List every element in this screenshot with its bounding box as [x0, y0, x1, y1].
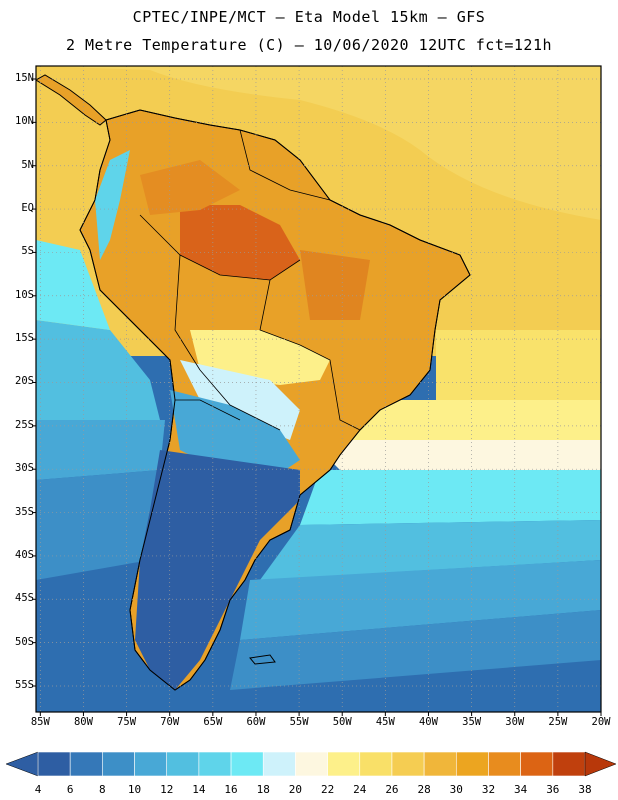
ocean-band-pacific-8 [36, 470, 160, 580]
title-line-2: 2 Metre Temperature (C) – 10/06/2020 12U… [65, 36, 553, 54]
amazon-hot-core [180, 205, 300, 280]
colorbar-label: 22 [320, 783, 335, 796]
colorbar-label: 38 [578, 783, 592, 796]
colorbar-segment [552, 751, 586, 777]
colorbar-segment [327, 751, 361, 777]
colorbar-label: 36 [546, 783, 560, 796]
ocean-band-atlantic-12 [240, 560, 601, 640]
colorbar-segment [359, 751, 393, 777]
colorbar-segment [295, 751, 328, 777]
colorbar-segment [391, 751, 425, 777]
lat-label: 20S [15, 375, 34, 388]
colorbar-low-arrow [5, 751, 39, 777]
colorbar-label: 28 [417, 783, 431, 796]
ocean-band-pacific-10 [36, 420, 165, 480]
colorbar-label: 12 [160, 783, 174, 796]
axis-ticks [32, 78, 602, 716]
coastline [79, 109, 471, 691]
lat-label: 30S [15, 462, 34, 475]
colorbar-segment [102, 751, 135, 777]
colorbar-label: 4 [34, 783, 42, 796]
colorbar-label: 6 [66, 783, 74, 796]
colorbar-segment [520, 751, 554, 777]
lat-label: 10S [15, 288, 34, 301]
lon-label: 50W [332, 716, 352, 728]
lon-label: 85W [30, 716, 50, 728]
map-area [36, 66, 601, 712]
lat-label: 5N [21, 158, 34, 171]
lon-label: 45W [375, 716, 395, 728]
title-line-1: CPTEC/INPE/MCT – Eta Model 15km – GFS [132, 8, 486, 26]
colorbar-segment [423, 751, 457, 777]
lon-label: 35W [462, 716, 482, 728]
ocean-band-atlantic-10 [230, 610, 601, 690]
andes-cold-strip [95, 150, 130, 260]
colorbar-label: 16 [224, 783, 238, 796]
map-frame [35, 65, 602, 713]
colorbar-segment [134, 751, 168, 777]
lat-label: 40S [15, 548, 34, 561]
lat-label: 55S [15, 678, 34, 691]
colorbar-label: 24 [353, 783, 367, 796]
lon-label: 75W [117, 716, 137, 728]
colorbar-segment [198, 751, 232, 777]
ocean-band-atlantic-20 [310, 440, 601, 470]
colorbar-segment [69, 751, 103, 777]
ocean-band-pacific-16 [36, 240, 110, 330]
colorbar-segment [166, 751, 200, 777]
lon-label: 55W [289, 716, 309, 728]
colorbar-segment [488, 751, 521, 777]
colorbar-label: 20 [288, 783, 303, 796]
lat-label: 25S [15, 418, 34, 431]
lon-label: 70W [160, 716, 180, 728]
falkland-islands [249, 654, 276, 665]
colorbar-label: 10 [127, 783, 142, 796]
central-brazil-warm [300, 250, 370, 320]
lat-label: 50S [15, 635, 34, 648]
lat-label: EQ [21, 202, 34, 215]
colorbar-segment [455, 751, 489, 777]
lon-label: 40W [418, 716, 438, 728]
colorbar-label: 8 [99, 783, 106, 796]
lat-label: 10N [15, 115, 34, 128]
lon-label: 60W [246, 716, 266, 728]
lon-label: 30W [505, 716, 525, 728]
colorbar-high-arrow [584, 751, 617, 777]
ocean-band-pacific-12 [36, 320, 160, 420]
colorbar [5, 751, 617, 777]
central-america [36, 74, 107, 126]
colorbar-label: 30 [449, 783, 463, 796]
colorbar-segment [262, 751, 296, 777]
colorbar-segment [230, 751, 264, 777]
colorbar-label: 34 [514, 783, 528, 796]
colorbar-label: 26 [385, 783, 399, 796]
northern-warm-zone [140, 160, 240, 215]
colorbar-label: 14 [192, 783, 206, 796]
colorbar-segment [37, 751, 71, 777]
ocean-band-caribbean [36, 66, 601, 220]
cool-band-18 [180, 360, 300, 440]
lon-label: 25W [548, 716, 568, 728]
lat-label: 5S [21, 245, 34, 258]
lat-label: 35S [15, 505, 34, 518]
lon-label: 65W [203, 716, 223, 728]
southern-cold-zone [135, 450, 300, 690]
lon-label: 80W [73, 716, 93, 728]
colorbar-label: 18 [256, 783, 270, 796]
country-borders [139, 129, 361, 431]
lat-label: 45S [15, 592, 34, 605]
colorbar-label: 32 [481, 783, 496, 796]
lat-label: 15S [15, 332, 34, 345]
lon-label: 20W [591, 716, 611, 728]
ocean-band-atlantic-16 [300, 470, 601, 525]
lat-label: 15N [15, 72, 34, 84]
ocean-band-atlantic-24 [436, 330, 601, 400]
